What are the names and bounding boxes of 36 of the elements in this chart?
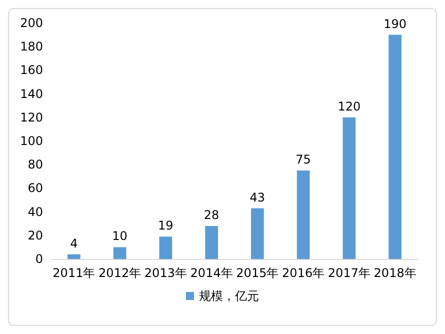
y-tick-label: 120 bbox=[20, 110, 43, 124]
y-tick-label: 40 bbox=[28, 204, 43, 219]
x-tick-label: 2012年 bbox=[98, 266, 142, 280]
legend-label: 规模，亿元 bbox=[199, 289, 259, 303]
x-tick-label: 2011年 bbox=[52, 266, 96, 280]
bar bbox=[205, 226, 218, 259]
y-tick-label: 80 bbox=[28, 158, 43, 172]
x-tick-label: 2018年 bbox=[374, 266, 416, 280]
bar bbox=[342, 117, 356, 259]
y-tick-label: 60 bbox=[28, 181, 43, 196]
y-tick-label: 0 bbox=[35, 252, 43, 266]
y-tick-label: 140 bbox=[20, 86, 43, 101]
data-label: 75 bbox=[296, 152, 311, 166]
data-label: 120 bbox=[338, 99, 361, 114]
bar bbox=[296, 170, 310, 259]
y-tick-label: 180 bbox=[20, 40, 43, 54]
data-label: 19 bbox=[158, 218, 174, 233]
data-label: 43 bbox=[250, 190, 266, 204]
x-tick-label: 2017年 bbox=[328, 266, 370, 280]
bar bbox=[113, 247, 126, 259]
x-tick-label: 2014年 bbox=[190, 266, 233, 280]
y-tick-label: 20 bbox=[28, 228, 43, 242]
data-label: 10 bbox=[112, 229, 128, 244]
x-tick-label: 2015年 bbox=[236, 266, 279, 280]
data-label: 28 bbox=[204, 208, 220, 222]
bar bbox=[159, 236, 172, 259]
y-tick-label: 160 bbox=[20, 63, 43, 78]
y-tick-label: 200 bbox=[20, 16, 43, 30]
bar bbox=[251, 208, 264, 259]
x-tick-label: 2016年 bbox=[282, 266, 325, 280]
data-label: 4 bbox=[70, 236, 78, 250]
bar bbox=[388, 34, 402, 259]
data-label: 190 bbox=[384, 16, 407, 31]
y-tick-label: 100 bbox=[20, 134, 43, 148]
bar bbox=[68, 254, 80, 259]
x-tick-label: 2013年 bbox=[144, 266, 187, 280]
